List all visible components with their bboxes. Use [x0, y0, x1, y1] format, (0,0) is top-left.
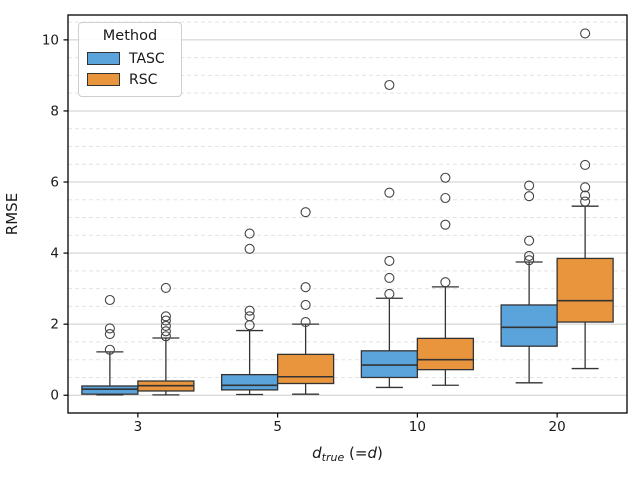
y-tick-label: 10 [42, 32, 59, 48]
x-axis-label-var2: d [367, 444, 377, 462]
x-axis-label-end: ) [376, 444, 383, 462]
outlier-tasc-5 [244, 320, 255, 331]
legend-swatch-rsc [87, 73, 120, 87]
x-axis-label-var: d [312, 444, 322, 462]
box-rsc-5 [276, 353, 335, 385]
outlier-rsc-20 [580, 28, 591, 39]
x-axis-label: dtrue (=d) [68, 444, 627, 464]
outlier-rsc-10 [440, 219, 451, 230]
legend-entry-rsc: RSC [87, 73, 173, 87]
x-tick-label: 10 [409, 419, 426, 435]
x-axis-label-subscript: true [321, 451, 345, 464]
legend-swatch-tasc [87, 52, 120, 66]
outlier-rsc-20 [580, 159, 591, 171]
outlier-tasc-5 [244, 243, 255, 254]
box-tasc-3 [81, 385, 139, 395]
box-tasc-20 [500, 304, 558, 347]
outlier-rsc-10 [440, 172, 451, 183]
legend-label-tasc: TASC [129, 50, 165, 67]
outlier-tasc-5 [244, 311, 255, 322]
legend-title: Method [102, 28, 158, 44]
outlier-tasc-10 [384, 187, 395, 198]
y-axis-label: RMSE [3, 193, 21, 235]
outlier-tasc-20 [524, 191, 535, 202]
y-tick-label: 0 [50, 388, 59, 404]
outlier-rsc-5 [300, 207, 311, 218]
outlier-tasc-20 [524, 235, 535, 246]
outlier-tasc-20 [524, 250, 535, 261]
outlier-rsc-10 [440, 192, 451, 204]
outlier-tasc-5 [244, 305, 255, 316]
outlier-rsc-3 [160, 326, 171, 337]
legend-label-rsc: RSC [129, 71, 158, 88]
y-tick-label: 8 [50, 103, 59, 119]
x-axis-label-mid: (= [344, 444, 368, 462]
outlier-rsc-5 [300, 316, 311, 328]
outlier-tasc-10 [384, 272, 395, 284]
y-tick-label: 4 [50, 246, 59, 262]
outlier-rsc-3 [160, 311, 171, 322]
x-tick-label: 3 [134, 419, 143, 435]
box-rsc-20 [556, 257, 614, 323]
legend-entries: TASC RSC [87, 52, 173, 87]
box-tasc-10 [360, 350, 419, 379]
outlier-tasc-20 [524, 255, 535, 266]
outlier-tasc-10 [384, 255, 395, 266]
outlier-tasc-3 [104, 344, 115, 355]
box-tasc-5 [220, 373, 279, 391]
outlier-rsc-20 [580, 182, 591, 193]
box-rsc-10 [416, 337, 475, 371]
outlier-rsc-3 [160, 331, 171, 342]
x-tick-label: 20 [549, 419, 566, 435]
outlier-rsc-5 [300, 299, 311, 311]
outlier-tasc-3 [104, 294, 115, 306]
axes-frame [67, 14, 628, 414]
outlier-rsc-5 [300, 282, 311, 293]
y-tick-label: 6 [50, 175, 59, 191]
outlier-rsc-3 [160, 320, 171, 331]
outlier-rsc-3 [160, 315, 171, 326]
outlier-tasc-3 [104, 323, 115, 334]
outlier-tasc-10 [384, 288, 395, 300]
outlier-tasc-5 [244, 228, 255, 239]
x-tick-label: 5 [273, 419, 282, 435]
outlier-tasc-20 [524, 180, 535, 191]
outlier-rsc-20 [580, 196, 591, 207]
y-tick-label: 2 [50, 317, 59, 333]
legend: Method TASC RSC [78, 22, 182, 97]
outlier-tasc-10 [384, 79, 395, 91]
outlier-tasc-3 [104, 329, 115, 340]
outlier-rsc-3 [160, 282, 171, 293]
outlier-rsc-20 [580, 190, 591, 201]
outlier-rsc-10 [440, 277, 451, 288]
legend-entry-tasc: TASC [87, 52, 173, 66]
